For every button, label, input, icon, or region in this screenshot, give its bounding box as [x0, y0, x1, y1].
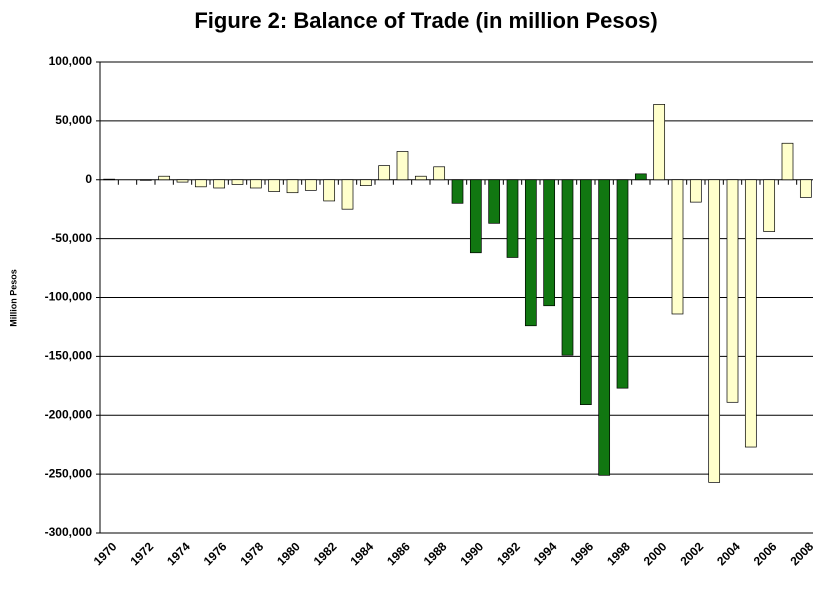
bar — [414, 175, 427, 181]
bar — [103, 178, 116, 181]
x-tick-label: 1972 — [127, 539, 156, 568]
bar — [561, 179, 574, 356]
bar — [176, 179, 189, 183]
x-tick-label: 1984 — [347, 539, 376, 568]
bar — [781, 142, 794, 181]
bar — [286, 179, 299, 194]
x-tick-label: 1998 — [604, 539, 633, 568]
chart-title: Figure 2: Balance of Trade (in million P… — [194, 8, 657, 33]
x-tick-label: 1996 — [567, 539, 596, 568]
bar — [616, 179, 629, 389]
bar — [341, 179, 354, 210]
x-tick-label: 1994 — [531, 539, 560, 568]
bar — [268, 179, 281, 192]
x-tick-label: 1990 — [457, 539, 486, 568]
x-tick-label: 2000 — [641, 539, 670, 568]
x-tick-label: 1992 — [494, 539, 523, 568]
bar — [194, 179, 207, 188]
bar — [506, 179, 519, 258]
y-tick-label: -250,000 — [45, 466, 93, 480]
bar — [231, 179, 244, 185]
bar — [634, 173, 647, 181]
bar — [799, 179, 812, 198]
y-tick-label: -100,000 — [45, 290, 93, 304]
bar — [524, 179, 537, 327]
x-tick-label: 1978 — [237, 539, 266, 568]
y-tick-label: -50,000 — [51, 231, 92, 245]
y-tick-label: -200,000 — [45, 407, 93, 421]
bar — [689, 179, 702, 203]
bar — [158, 175, 171, 181]
bar — [249, 179, 262, 189]
x-tick-label: 2008 — [787, 539, 813, 568]
bar — [671, 179, 684, 315]
y-tick-label: 100,000 — [49, 54, 93, 68]
bar — [543, 179, 556, 307]
bar — [763, 179, 776, 232]
bar — [359, 179, 372, 186]
bar — [323, 179, 336, 202]
x-tick-label: 2002 — [677, 539, 706, 568]
x-tick-label: 1986 — [384, 539, 413, 568]
bar — [726, 179, 739, 403]
x-tick-label: 1980 — [274, 539, 303, 568]
bar — [213, 179, 226, 189]
bar — [469, 179, 482, 254]
bar — [396, 151, 409, 181]
bar — [708, 179, 721, 483]
x-tick-label: 1982 — [311, 539, 340, 568]
x-tick-label: 2004 — [714, 539, 743, 568]
bar — [744, 179, 757, 448]
y-axis-label: Million Pesos — [8, 269, 18, 327]
bar — [579, 179, 592, 406]
bar — [304, 179, 317, 191]
bar — [451, 179, 464, 204]
y-tick-label: 50,000 — [55, 113, 92, 127]
x-tick-label: 1988 — [421, 539, 450, 568]
bar — [598, 179, 611, 476]
bar — [433, 166, 446, 181]
bar — [378, 165, 391, 181]
y-tick-label: 0 — [85, 172, 92, 186]
bar — [653, 104, 666, 181]
bar — [488, 179, 501, 224]
x-tick-label: 1970 — [91, 539, 120, 568]
y-tick-label: -300,000 — [45, 525, 93, 539]
y-tick-label: -150,000 — [45, 349, 93, 363]
x-tick-label: 1976 — [201, 539, 230, 568]
bar — [139, 179, 152, 181]
x-tick-label: 1974 — [164, 539, 193, 568]
x-tick-label: 2006 — [751, 539, 780, 568]
